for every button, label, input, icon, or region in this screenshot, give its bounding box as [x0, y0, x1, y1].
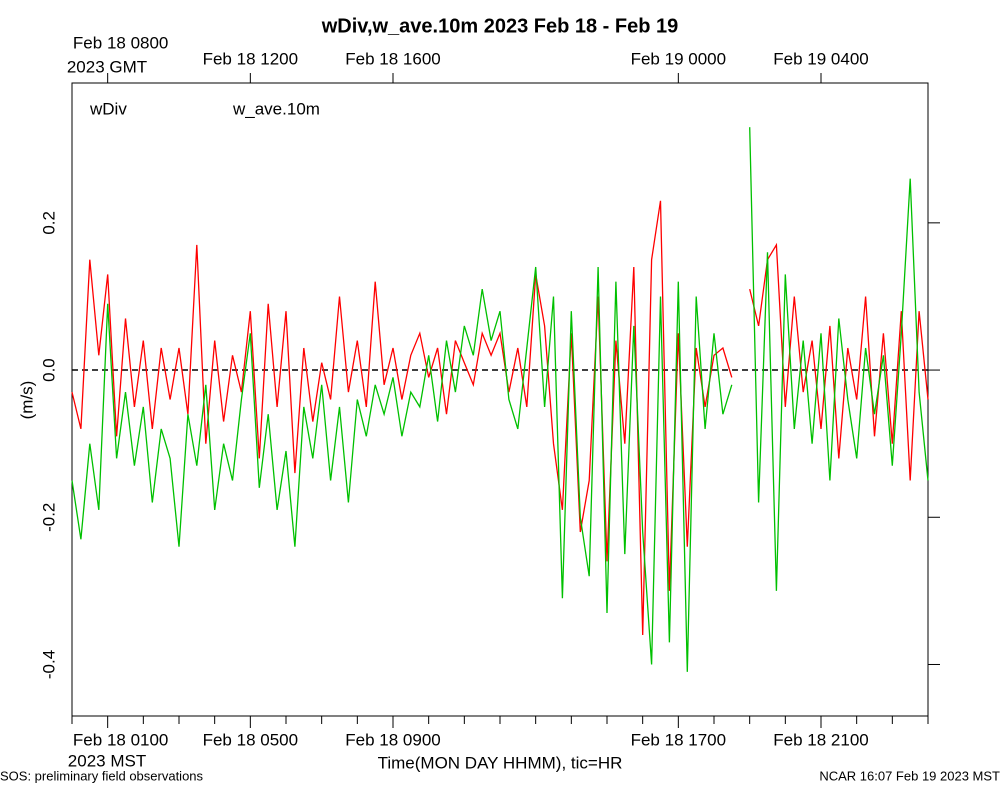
y-tick-label: 0.2 — [39, 211, 58, 235]
y-tick-label: -0.4 — [39, 650, 58, 679]
x-tick-label: Feb 18 0900 — [345, 730, 440, 749]
x2-tick-label: Feb 18 0800 — [73, 33, 168, 52]
x2-tick-label: Feb 19 0000 — [631, 49, 726, 68]
footer-right: NCAR 16:07 Feb 19 2023 MST — [819, 768, 1000, 783]
y-axis-label: (m/s) — [17, 381, 36, 420]
x2-tick-label: Feb 18 1200 — [203, 49, 298, 68]
series-line — [71, 127, 929, 672]
x-axis-label: Time(MON DAY HHMM), tic=HR — [378, 753, 623, 772]
series-line — [71, 200, 929, 636]
y-tick-label: -0.2 — [39, 503, 58, 532]
x-tick-label: Feb 18 0500 — [203, 730, 298, 749]
x-unit-label: 2023 MST — [68, 751, 146, 770]
x2-tick-label: Feb 19 0400 — [773, 49, 868, 68]
footer-left: SOS: preliminary field observations — [0, 768, 204, 783]
legend-entry: wDiv — [89, 99, 127, 118]
x-tick-label: Feb 18 0100 — [73, 730, 168, 749]
x-tick-label: Feb 18 1700 — [631, 730, 726, 749]
x-tick-label: Feb 18 2100 — [773, 730, 868, 749]
legend-entry: w_ave.10m — [232, 99, 320, 118]
chart-title: wDiv,w_ave.10m 2023 Feb 18 - Feb 19 — [321, 15, 678, 37]
x2-unit-label: 2023 GMT — [67, 57, 147, 76]
y-tick-label: 0.0 — [39, 358, 58, 382]
x2-tick-label: Feb 18 1600 — [345, 49, 440, 68]
